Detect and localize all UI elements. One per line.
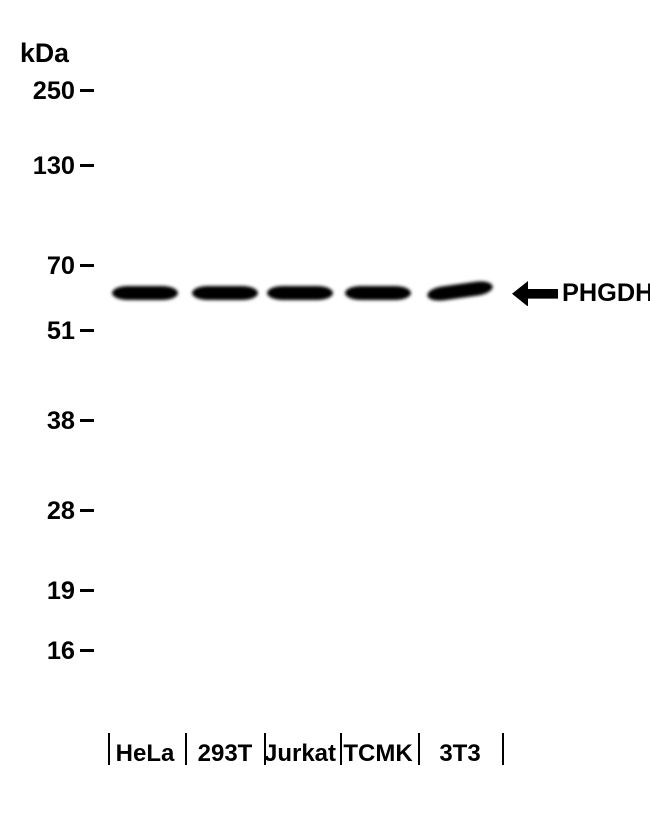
target-band-arrow: PHGDH	[512, 279, 650, 308]
mw-marker-label: 70	[15, 252, 75, 281]
arrow-left-icon	[512, 281, 558, 307]
mw-marker-tick	[80, 329, 94, 332]
lane-label: 3T3	[415, 740, 505, 768]
protein-band	[345, 286, 411, 300]
mw-marker-tick	[80, 89, 94, 92]
mw-marker-tick	[80, 264, 94, 267]
axis-unit-label: kDa	[20, 38, 69, 69]
protein-band	[112, 286, 178, 300]
western-blot-figure: kDa PHGDH 250130705138281916HeLa293TJurk…	[0, 0, 650, 820]
mw-marker-label: 130	[15, 152, 75, 181]
mw-marker-tick	[80, 649, 94, 652]
mw-marker-label: 250	[15, 77, 75, 106]
mw-marker-tick	[80, 419, 94, 422]
mw-marker-tick	[80, 509, 94, 512]
blot-membrane	[105, 50, 505, 730]
protein-band	[192, 286, 258, 300]
mw-marker-tick	[80, 164, 94, 167]
target-protein-label: PHGDH	[562, 279, 650, 308]
mw-marker-label: 19	[15, 577, 75, 606]
lane-label: TCMK	[333, 740, 423, 768]
mw-marker-label: 16	[15, 637, 75, 666]
mw-marker-label: 38	[15, 407, 75, 436]
mw-marker-tick	[80, 589, 94, 592]
lane-label: HeLa	[100, 740, 190, 768]
lane-label: Jurkat	[255, 740, 345, 768]
protein-band	[267, 286, 333, 300]
mw-marker-label: 28	[15, 497, 75, 526]
mw-marker-label: 51	[15, 317, 75, 346]
